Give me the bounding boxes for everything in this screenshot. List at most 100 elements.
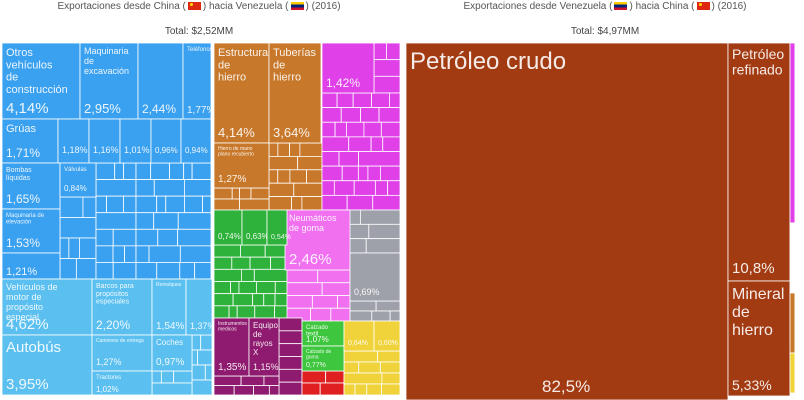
treemap-small-cell (268, 385, 280, 396)
treemap-small-cell (338, 151, 359, 167)
treemap-small-cell (135, 228, 159, 247)
treemap-small-cell (357, 165, 369, 182)
treemap-small-cell (177, 228, 212, 247)
treemap-small-cell (135, 162, 152, 180)
treemap-small-cell (173, 370, 193, 384)
treemap-small-cell (213, 293, 234, 307)
treemap-small-cell (156, 262, 181, 280)
treemap-small-cell (382, 136, 400, 152)
treemap-share: 1,53% (6, 236, 40, 250)
treemap-small-cell (239, 187, 252, 200)
treemap-small-cell (284, 269, 319, 284)
treemap-small-cell (301, 196, 323, 211)
treemap-small-cell (340, 107, 362, 123)
treemap-share: 1,01% (124, 145, 150, 155)
treemap-cell (284, 209, 351, 271)
treemap-share: 1,02% (96, 385, 119, 394)
treemap-share: 2,95% (84, 101, 121, 116)
treemap-cell (213, 142, 270, 189)
treemap-share: 1,77% (187, 105, 215, 116)
treemap-cell (248, 317, 280, 377)
treemap-cell (88, 118, 121, 164)
treemap-label: Grúas (6, 123, 36, 135)
treemap-small-cell (236, 305, 256, 319)
treemap-small-cell (277, 169, 291, 184)
treemap-cell (2, 118, 59, 164)
treemap-small-cell (377, 350, 400, 363)
treemap-small-cell (239, 198, 270, 211)
treemap-small-cell (301, 370, 327, 384)
treemap-label: Vehículos de (6, 282, 58, 292)
treemap-label: Tractores (96, 375, 121, 381)
treemap-small-cell (268, 182, 295, 197)
treemap-small-cell (278, 317, 303, 332)
treemap-share: 0,64% (348, 340, 368, 347)
treemap-small-cell (284, 282, 323, 296)
treemap-cell (151, 278, 187, 336)
treemap-label: especial (6, 312, 39, 322)
treemap-share: 3,64% (273, 125, 310, 140)
treemap-small-cell (59, 217, 97, 239)
treemap-small-cell (151, 370, 162, 384)
treemap-small-cell (293, 182, 323, 197)
treemap-cell (150, 118, 182, 164)
treemap-label: excavación (84, 66, 129, 76)
treemap-small-cell (153, 212, 179, 230)
treemap-small-cell (79, 237, 97, 259)
treemap-share: 0,69% (354, 287, 380, 297)
treemap-small-cell (200, 334, 213, 351)
treemap-small-cell (321, 121, 336, 138)
treemap-cell (57, 118, 90, 164)
treemap-label: construcción (6, 84, 68, 96)
treemap-label: Calzado de (306, 349, 332, 355)
treemap-small-cell (343, 372, 383, 385)
treemap-small-cell (191, 364, 206, 381)
treemap-share: 5,33% (732, 377, 772, 393)
treemap-share: 10,8% (732, 260, 775, 277)
treemap-small-cell (270, 256, 288, 270)
treemap-share: 0,84% (64, 184, 87, 193)
treemap-small-cell (233, 385, 254, 396)
treemap-share: 4,62% (6, 316, 49, 333)
right-title-middle: hacia China (635, 1, 689, 12)
treemap-label: Petróleo crudo (410, 48, 566, 75)
treemap-small-cell (184, 195, 203, 214)
treemap-label: textil (306, 332, 318, 338)
treemap-cell (91, 334, 153, 372)
treemap-small-cell (341, 165, 359, 182)
treemap-small-cell (360, 107, 380, 123)
treemap-share: 1,27% (218, 174, 246, 185)
treemap-small-cell (194, 262, 212, 280)
treemap-small-cell (289, 142, 301, 157)
treemap-small-cell (346, 121, 365, 138)
left-treemap: Otros vehículos de construcción 4,14% Maquina… (2, 43, 400, 400)
treemap-small-cell (123, 162, 137, 180)
treemap-small-cell (349, 238, 367, 254)
treemap-small-cell (349, 300, 377, 312)
treemap-share: 1,07% (306, 335, 329, 344)
treemap-small-cell (372, 194, 400, 211)
treemap-label: de (273, 59, 285, 71)
treemap-small-cell (240, 244, 266, 258)
treemap-share: 1,15% (253, 362, 279, 372)
treemap-small-cell (268, 196, 292, 211)
treemap-gap (794, 43, 804, 400)
treemap-share: 1,35% (218, 362, 246, 373)
treemap-small-cell (379, 165, 400, 182)
treemap-small-cell (241, 268, 255, 282)
treemap-cell (91, 370, 153, 396)
treemap-small-cell (230, 281, 240, 295)
left-title-prefix: Exportaciones desde China (57, 1, 180, 12)
right-title-year: (2016) (717, 1, 747, 12)
treemap-cell (180, 118, 212, 164)
treemap-small-cell (274, 293, 288, 307)
treemap-cell (268, 43, 322, 144)
treemap-small-cell (254, 305, 275, 319)
treemap-label: Bombas (6, 167, 32, 174)
treemap-small-cell (374, 180, 389, 196)
treemap-cell (301, 345, 345, 372)
treemap-label: plano recubierto (218, 152, 254, 158)
treemap-share: 0,74% (218, 232, 241, 241)
treemap-label: elevación (6, 220, 31, 226)
